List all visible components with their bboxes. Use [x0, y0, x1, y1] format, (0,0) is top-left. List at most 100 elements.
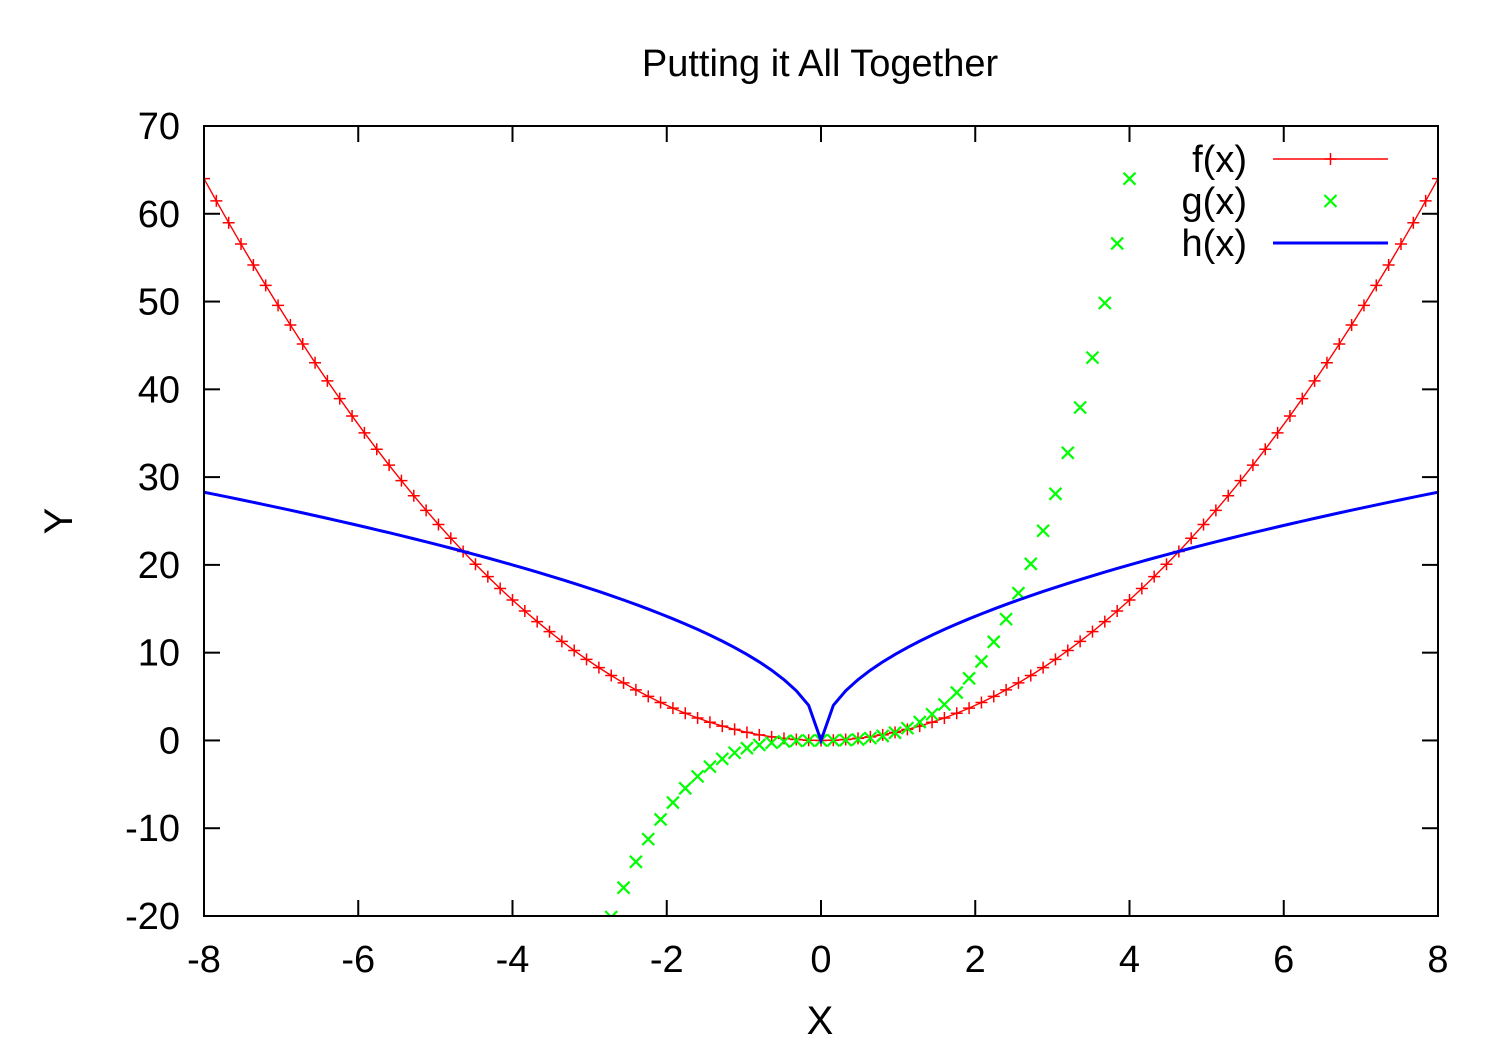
- f-point: [1209, 504, 1222, 517]
- f-point: [1419, 194, 1432, 207]
- f-point: [531, 615, 544, 628]
- f-point: [494, 582, 507, 595]
- f-point: [1037, 661, 1050, 674]
- plot-frame: [203, 125, 1439, 917]
- f-point: [309, 356, 322, 369]
- x-tick-label: -2: [650, 939, 684, 981]
- f-point: [691, 711, 704, 724]
- f-point: [592, 661, 605, 674]
- f-point: [420, 504, 433, 517]
- f-point: [987, 690, 1000, 703]
- f-point: [1061, 644, 1074, 657]
- f-point: [1222, 489, 1235, 502]
- f-point: [1324, 153, 1337, 165]
- x-tick-label: -6: [341, 939, 375, 981]
- f-point: [222, 216, 235, 229]
- g-point: [653, 812, 668, 827]
- g-point: [604, 910, 618, 916]
- f-point: [642, 690, 655, 703]
- g-point: [740, 741, 754, 755]
- g-point: [1024, 557, 1038, 571]
- f-point: [765, 730, 778, 743]
- g-point: [851, 732, 865, 747]
- f-point: [975, 696, 988, 709]
- f-point: [518, 605, 531, 618]
- f-point: [1394, 238, 1407, 251]
- g-point: [999, 612, 1013, 626]
- g-point: [678, 781, 693, 796]
- y-tick-label: 40: [138, 369, 180, 411]
- f-point: [407, 489, 420, 502]
- g-point: [900, 721, 915, 735]
- series-hx: [204, 490, 1438, 745]
- f-point: [235, 238, 248, 251]
- f-point: [346, 409, 359, 422]
- f-point: [1197, 518, 1210, 531]
- g-point: [641, 832, 656, 846]
- g-point: [666, 795, 680, 810]
- g-point: [1323, 194, 1338, 208]
- f-point: [1345, 318, 1358, 331]
- f-point: [383, 459, 396, 472]
- g-point: [838, 733, 853, 747]
- y-tick-label: 30: [138, 457, 180, 499]
- f-point: [753, 728, 766, 741]
- f-point: [204, 172, 210, 185]
- g-point: [925, 707, 939, 722]
- f-point: [481, 570, 494, 583]
- f-point: [1024, 669, 1037, 682]
- f-point: [703, 716, 716, 729]
- g-point: [1085, 350, 1100, 365]
- f-point: [1432, 172, 1438, 185]
- legend-label: g(x): [1182, 181, 1247, 223]
- g-point: [937, 697, 952, 712]
- f-point: [358, 426, 371, 439]
- f-point: [1407, 216, 1420, 229]
- x-tick-label: 2: [965, 939, 986, 981]
- f-point: [333, 392, 346, 405]
- f-point: [1308, 374, 1321, 387]
- x-tick-label: -8: [187, 939, 221, 981]
- f-point: [247, 258, 260, 271]
- g-point: [888, 725, 902, 740]
- f-point: [321, 374, 334, 387]
- legend-label: f(x): [1192, 139, 1247, 181]
- f-point: [568, 644, 581, 657]
- x-tick-label: 8: [1427, 939, 1448, 981]
- f-point: [1098, 615, 1111, 628]
- f-point: [1320, 356, 1333, 369]
- f-point: [259, 279, 272, 292]
- y-tick-label: 70: [138, 106, 180, 148]
- g-point: [801, 733, 816, 748]
- f-point: [444, 532, 457, 545]
- f-point: [617, 676, 630, 689]
- g-point: [826, 733, 841, 748]
- x-tick-label: -4: [496, 939, 530, 981]
- chart-title: Putting it All Together: [642, 43, 999, 85]
- f-point: [1123, 594, 1136, 606]
- f-point: [1074, 635, 1087, 648]
- g-point: [703, 759, 717, 774]
- y-tick-label: 10: [138, 633, 180, 675]
- g-point: [764, 735, 779, 750]
- g-point: [1048, 487, 1063, 501]
- x-tick-label: 0: [810, 939, 831, 981]
- x-tick-label: 6: [1273, 939, 1294, 981]
- y-tick-label: -20: [125, 896, 180, 938]
- f-point: [370, 443, 383, 456]
- f-point: [543, 625, 556, 638]
- g-point: [727, 745, 742, 760]
- f-point: [296, 338, 309, 351]
- g-point: [1098, 296, 1112, 310]
- series-line: [204, 490, 1438, 745]
- f-point: [1049, 653, 1062, 666]
- y-tick-label: 60: [138, 194, 180, 236]
- f-point: [580, 653, 593, 666]
- f-point: [1000, 683, 1013, 696]
- y-tick-label: 50: [138, 282, 180, 324]
- f-point: [716, 720, 729, 733]
- f-point: [506, 594, 519, 606]
- f-point: [1086, 625, 1099, 638]
- f-point: [728, 723, 741, 736]
- f-point: [654, 696, 667, 709]
